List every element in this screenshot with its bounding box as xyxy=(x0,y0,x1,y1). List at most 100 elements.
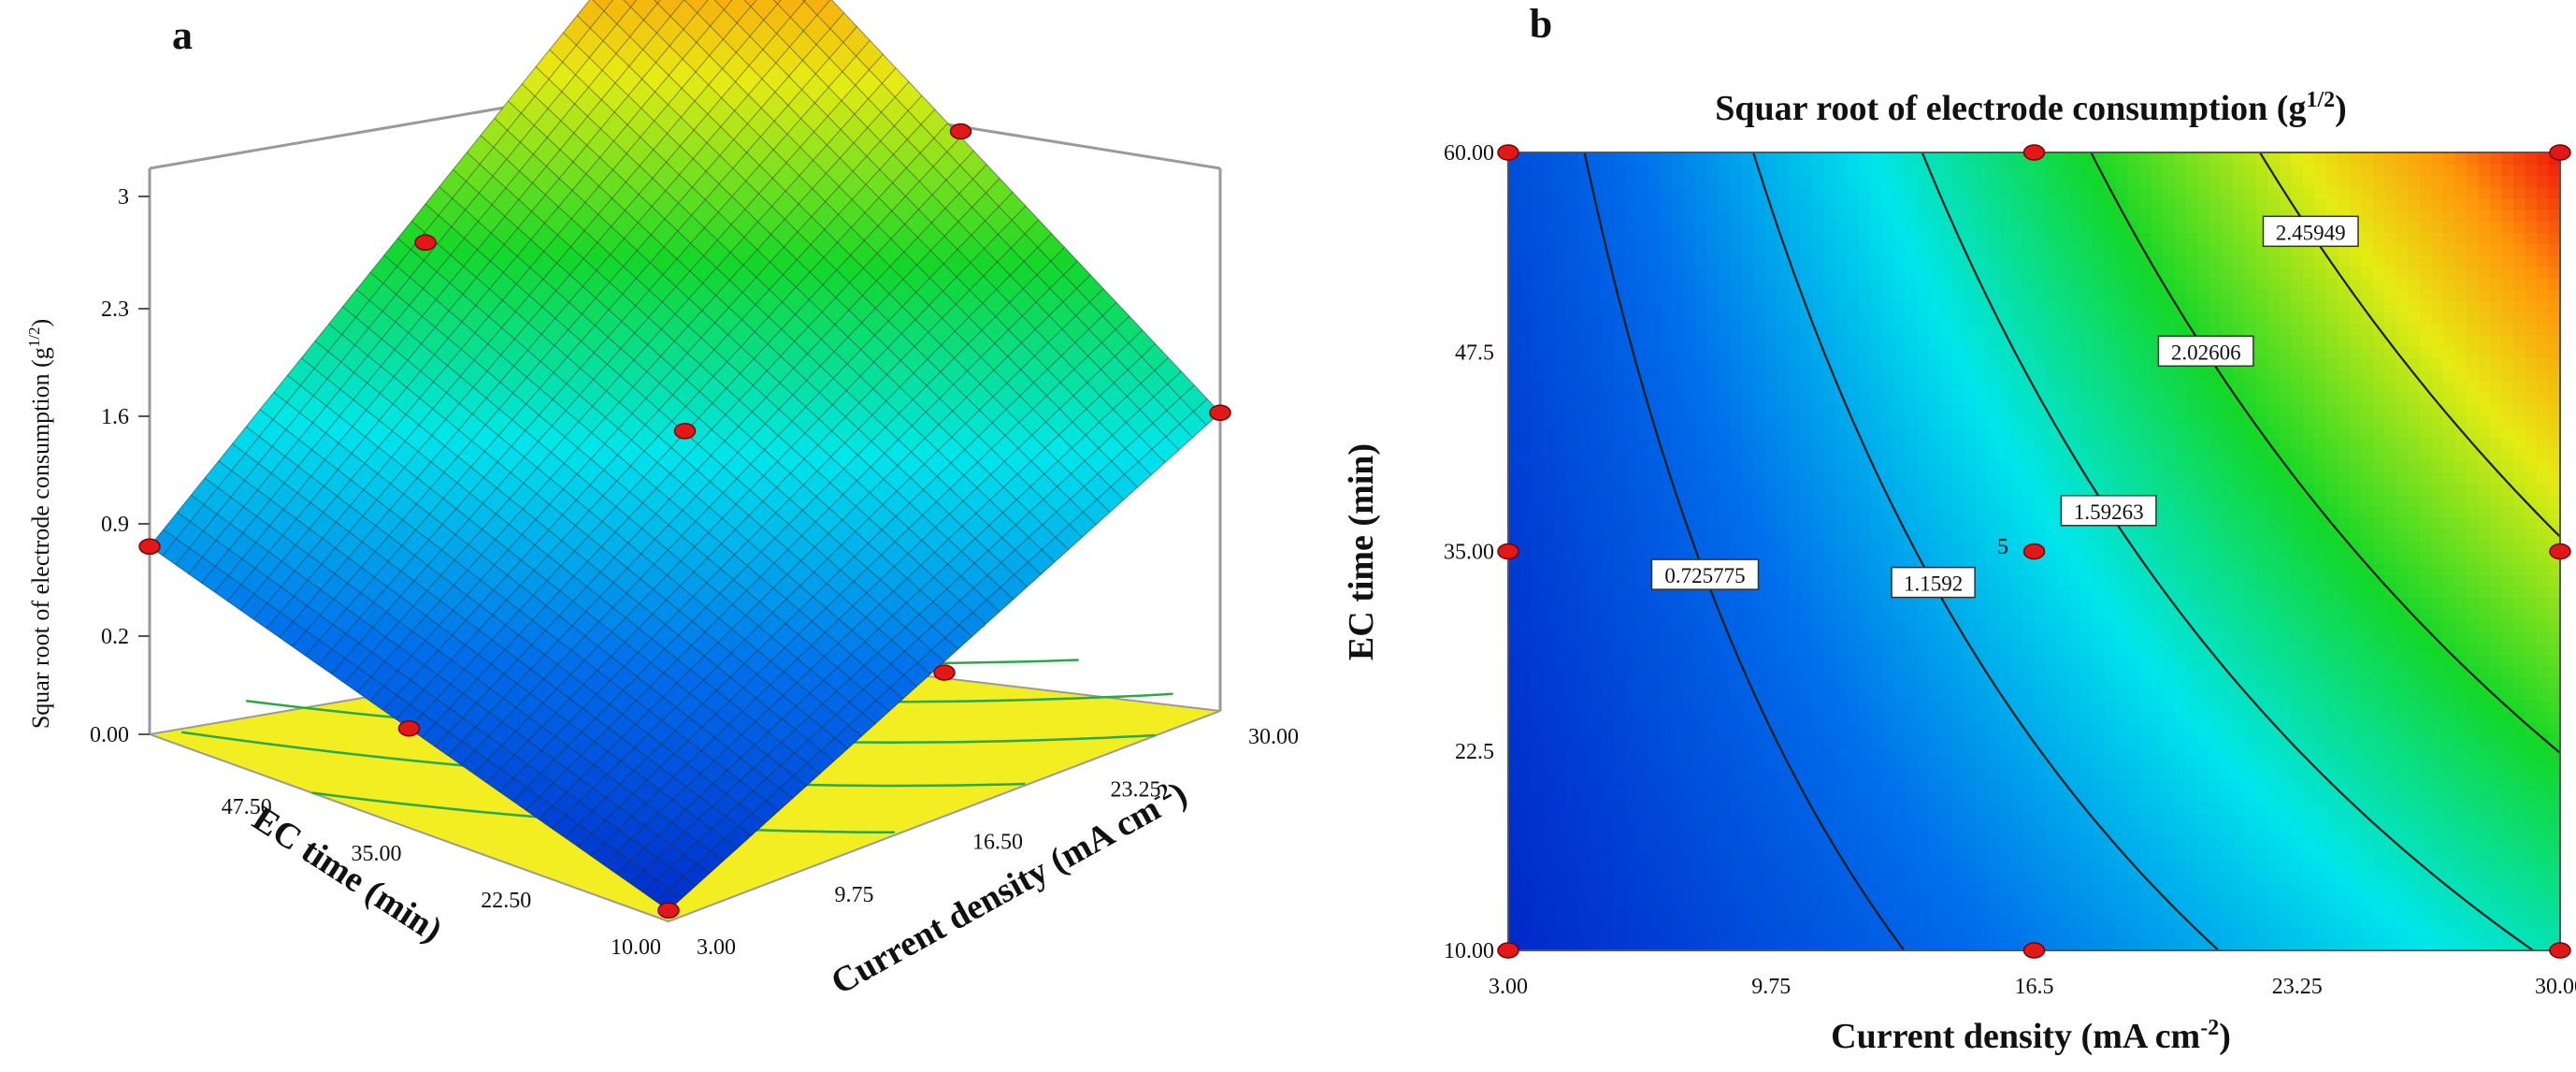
heatmap-cell xyxy=(1602,505,1615,518)
heatmap-cell xyxy=(1812,551,1825,564)
heatmap-cell xyxy=(1672,768,1685,780)
heatmap-cell xyxy=(1800,847,1813,861)
surface-cell xyxy=(706,568,734,594)
surface-cell xyxy=(768,301,796,329)
surface-cell xyxy=(633,344,661,372)
surface-cell xyxy=(566,368,594,396)
heatmap-cell xyxy=(1613,688,1626,701)
surface-cell xyxy=(284,466,311,493)
heatmap-cell xyxy=(1683,471,1696,485)
heatmap-cell xyxy=(1765,859,1778,872)
heatmap-cell xyxy=(1929,266,1942,279)
surface-cell xyxy=(1015,512,1043,538)
heatmap-cell xyxy=(1695,164,1708,177)
heatmap-cell xyxy=(1590,323,1603,336)
surface-cell xyxy=(496,472,524,499)
heatmap-cell xyxy=(1636,403,1649,416)
heatmap-cell xyxy=(1976,779,1989,792)
heatmap-cell xyxy=(1765,665,1778,678)
surface-cell xyxy=(475,712,503,736)
surface-cell xyxy=(806,366,834,393)
heatmap-cell xyxy=(1952,916,1965,929)
surface-cell xyxy=(1060,369,1087,396)
heatmap-cell xyxy=(1870,608,1883,621)
heatmap-cell xyxy=(1976,813,1989,826)
heatmap-cell xyxy=(1566,232,1579,245)
heatmap-cell xyxy=(1555,516,1568,529)
heatmap-cell xyxy=(1823,266,1836,279)
heatmap-cell xyxy=(1906,209,1919,222)
heatmap-cell xyxy=(1683,426,1696,439)
surface-cell xyxy=(708,518,736,544)
surface-cell xyxy=(205,460,232,488)
surface-cell xyxy=(489,698,516,722)
surface-cell xyxy=(829,469,857,495)
heatmap-cell xyxy=(1812,232,1825,245)
heatmap-cell xyxy=(1648,847,1662,861)
surface-cell xyxy=(659,368,687,396)
surface-cell xyxy=(594,751,621,775)
heatmap-cell xyxy=(1532,643,1545,655)
heatmap-cell xyxy=(2034,619,2047,632)
surface-cell xyxy=(1125,435,1153,462)
heatmap-cell xyxy=(1532,893,1545,906)
surface-cell xyxy=(957,262,984,291)
heatmap-cell xyxy=(1835,448,1849,461)
heatmap-cell xyxy=(1625,197,1638,210)
heatmap-cell xyxy=(1519,437,1533,450)
heatmap-cell xyxy=(1532,779,1545,792)
surface-cell xyxy=(512,787,540,811)
surface-cell xyxy=(190,504,217,531)
grid-line xyxy=(713,0,1166,463)
heatmap-cell xyxy=(1742,905,1755,918)
heatmap-cell xyxy=(1999,711,2012,724)
surface-cell xyxy=(540,782,567,806)
heatmap-cell xyxy=(1976,870,1989,883)
heatmap-cell xyxy=(1555,460,1568,472)
heatmap-cell xyxy=(1940,847,1953,861)
heatmap-cell xyxy=(1847,437,1860,450)
surface-cell xyxy=(308,564,335,590)
heatmap-cell xyxy=(1636,323,1649,336)
heatmap-cell xyxy=(1789,938,1802,950)
heatmap-cell xyxy=(1929,597,1942,610)
heatmap-cell xyxy=(1893,380,1907,393)
heatmap-cell xyxy=(1777,186,1790,199)
surface-cell xyxy=(655,499,683,525)
heatmap-cell xyxy=(1823,278,1836,290)
heatmap-cell xyxy=(1613,768,1626,780)
surface-cell xyxy=(1047,355,1074,383)
heatmap-cell xyxy=(1602,676,1615,689)
heatmap-cell xyxy=(1893,699,1907,712)
heatmap-cell xyxy=(1765,643,1778,655)
heatmap-cell xyxy=(1508,745,1521,758)
heatmap-cell xyxy=(1859,870,1872,883)
surface-cell xyxy=(755,316,782,344)
surface-cell xyxy=(310,459,338,486)
heatmap-cell xyxy=(1999,893,2012,906)
heatmap-cell xyxy=(1800,756,1813,769)
heatmap-cell xyxy=(1870,346,1883,359)
surface-cell xyxy=(741,721,769,746)
heatmap-cell xyxy=(1532,186,1545,199)
heatmap-cell xyxy=(1765,562,1778,575)
heatmap-cell xyxy=(1847,711,1860,724)
heatmap-cell xyxy=(1730,346,1743,359)
heatmap-cell xyxy=(1566,654,1579,667)
surface-cell xyxy=(711,441,738,468)
heatmap-cell xyxy=(1672,688,1685,701)
heatmap-cell xyxy=(1847,597,1860,610)
surface-cell xyxy=(708,68,736,98)
surface-cell xyxy=(901,319,928,347)
heatmap-cell xyxy=(1578,437,1591,450)
surface-cell xyxy=(425,186,453,216)
surface-cell xyxy=(657,447,684,474)
surface-cell xyxy=(323,496,351,523)
surface-cell xyxy=(651,624,679,649)
surface-cell xyxy=(824,643,852,668)
surface-cell xyxy=(499,366,527,394)
heatmap-cell xyxy=(1555,938,1568,950)
heatmap-cell xyxy=(1555,414,1568,427)
heatmap-cell xyxy=(1730,733,1743,746)
surface-cell xyxy=(1153,410,1180,437)
